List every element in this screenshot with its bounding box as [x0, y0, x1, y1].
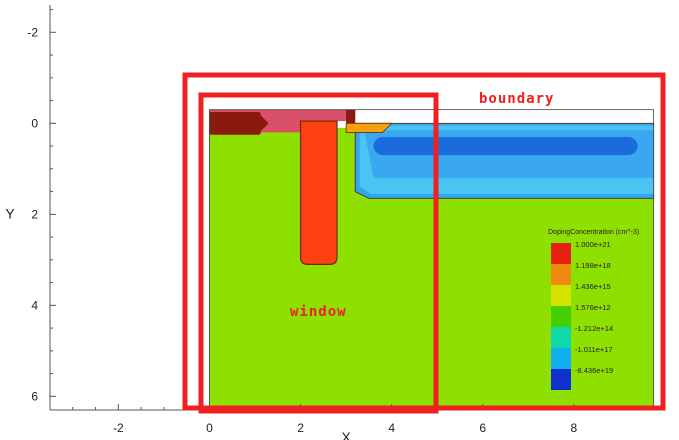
legend-label: 1.198e+18	[575, 261, 611, 270]
y-tick-label: 6	[31, 389, 38, 403]
y-tick-label: 2	[31, 207, 38, 221]
y-tick-label: 4	[31, 298, 38, 312]
legend-label: 1.576e+12	[575, 303, 611, 312]
annotations: boundary window	[182, 72, 666, 414]
x-tick-label: 0	[206, 421, 213, 435]
boundary-label: boundary	[479, 91, 554, 107]
window-box	[198, 92, 439, 414]
legend-swatch	[551, 264, 571, 285]
device-regions	[209, 109, 655, 411]
legend-labels: 1.000e+21 1.198e+18 1.436e+15 1.576e+12 -1.2…	[575, 240, 613, 375]
legend-title: DopingConcentration (cm^-3)	[548, 229, 639, 236]
legend-swatch	[551, 243, 571, 264]
legend-swatch	[551, 348, 571, 369]
x-axis-title: X	[341, 429, 351, 440]
legend-label: -8.436e+19	[575, 366, 613, 375]
window-label: window	[290, 304, 347, 320]
y-tick-label: -2	[27, 25, 38, 39]
source-region	[259, 114, 301, 133]
orange-strip-region	[345, 122, 393, 133]
x-tick-label: 4	[388, 421, 395, 435]
boundary-box	[182, 72, 666, 411]
x-tick-label: 8	[571, 421, 578, 435]
gate-trench-region	[299, 120, 338, 265]
x-tick-label: -2	[113, 421, 124, 435]
legend-label: -1.212e+14	[575, 324, 613, 333]
legend-label: 1.000e+21	[575, 240, 611, 249]
left-contact-region	[209, 111, 269, 135]
legend-swatch	[551, 306, 571, 327]
deep-n-region	[373, 136, 638, 156]
legend-label: 1.436e+15	[575, 282, 611, 291]
y-ticks: -2 0 2 4 6	[27, 9, 56, 403]
right-pad-region	[346, 109, 356, 126]
y-tick-label: 0	[31, 116, 38, 130]
legend-swatch	[551, 369, 571, 390]
legend-swatches	[551, 243, 571, 390]
x-tick-label: 6	[479, 421, 486, 435]
y-axis-title: Y	[5, 205, 15, 221]
top-oxide-region	[209, 109, 356, 122]
legend: DopingConcentration (cm^-3) 1.000e+21 1.1…	[548, 229, 639, 390]
legend-swatch	[551, 285, 571, 306]
legend-label: -1.011e+17	[575, 345, 613, 354]
legend-swatch	[551, 327, 571, 348]
x-tick-label: 2	[297, 421, 304, 435]
